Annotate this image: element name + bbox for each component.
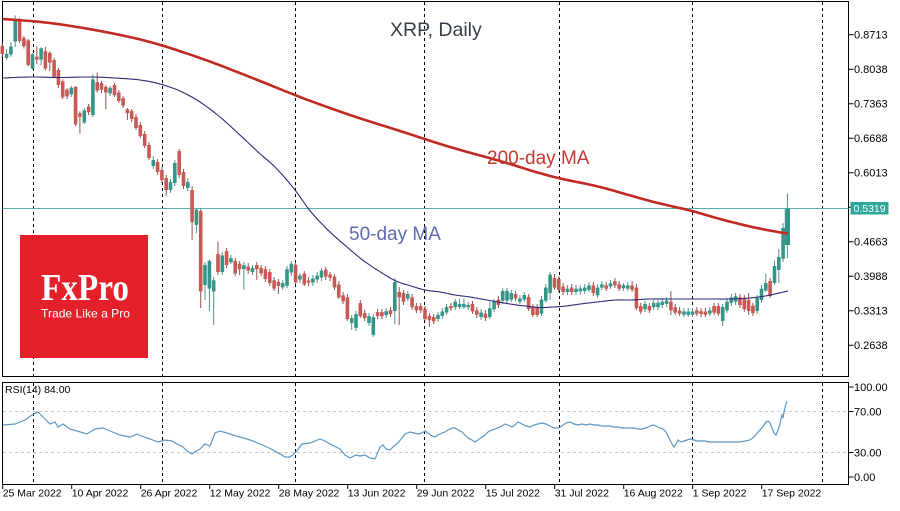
- svg-text:30.00: 30.00: [854, 447, 882, 459]
- svg-text:0.2638: 0.2638: [854, 340, 888, 352]
- svg-text:16 Aug 2022: 16 Aug 2022: [624, 488, 683, 500]
- svg-text:0.6013: 0.6013: [854, 168, 888, 180]
- svg-text:1 Sep 2022: 1 Sep 2022: [693, 488, 747, 500]
- svg-text:31 Jul 2022: 31 Jul 2022: [555, 488, 609, 500]
- svg-text:200-day MA: 200-day MA: [487, 148, 590, 169]
- svg-text:25 Mar 2022: 25 Mar 2022: [3, 488, 62, 500]
- svg-text:FxPro: FxPro: [41, 267, 129, 309]
- svg-text:100.00: 100.00: [854, 382, 888, 394]
- svg-text:0.5319: 0.5319: [854, 203, 886, 215]
- svg-text:13 Jun 2022: 13 Jun 2022: [348, 488, 406, 500]
- svg-text:17 Sep 2022: 17 Sep 2022: [762, 488, 822, 500]
- svg-text:50-day MA: 50-day MA: [349, 224, 441, 245]
- svg-text:28 May 2022: 28 May 2022: [279, 488, 340, 500]
- svg-text:0.3313: 0.3313: [854, 306, 888, 318]
- svg-text:15 Jul 2022: 15 Jul 2022: [486, 488, 540, 500]
- svg-text:0.6688: 0.6688: [854, 133, 888, 145]
- svg-text:0.8713: 0.8713: [854, 30, 888, 42]
- svg-text:0.3988: 0.3988: [854, 271, 888, 283]
- svg-text:0.4663: 0.4663: [854, 237, 888, 249]
- svg-text:0.7363: 0.7363: [854, 99, 888, 111]
- svg-text:70.00: 70.00: [854, 406, 882, 418]
- svg-text:0.00: 0.00: [854, 472, 875, 484]
- svg-text:XRP, Daily: XRP, Daily: [390, 19, 482, 41]
- svg-text:0.8038: 0.8038: [854, 64, 888, 76]
- svg-text:26 Apr 2022: 26 Apr 2022: [141, 488, 198, 500]
- svg-text:29 Jun 2022: 29 Jun 2022: [417, 488, 475, 500]
- svg-text:12 May 2022: 12 May 2022: [210, 488, 271, 500]
- svg-text:Trade Like a Pro: Trade Like a Pro: [41, 307, 130, 321]
- svg-text:10 Apr 2022: 10 Apr 2022: [72, 488, 129, 500]
- svg-text:RSI(14) 84.00: RSI(14) 84.00: [5, 384, 71, 396]
